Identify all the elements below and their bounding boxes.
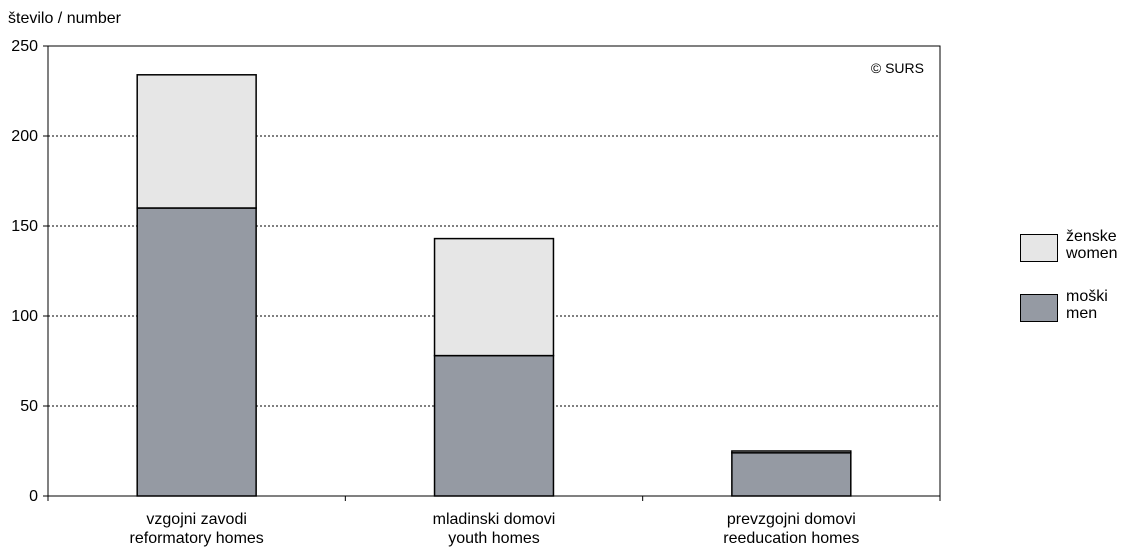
x-tick-label-line: mladinski domovi (433, 511, 556, 528)
y-tick-label: 250 (11, 38, 38, 55)
x-tick-label-line: reformatory homes (130, 530, 264, 547)
x-tick-label-line: vzgojni zavodi (146, 511, 247, 528)
legend-swatch-men (1020, 294, 1058, 322)
x-tick-label-line: prevzgojni domovi (727, 511, 856, 528)
x-tick-label-line: youth homes (448, 530, 540, 547)
copyright-watermark: © SURS (871, 60, 924, 76)
legend-label-men-en: men (1066, 305, 1098, 322)
legend-label-men-sl: moški (1066, 288, 1108, 305)
bar-women (136, 74, 257, 209)
axes: 0 50 100 150 200 250 vzgojni zavodi reformatory… (11, 38, 941, 547)
legend-label-women-sl: ženske (1066, 228, 1117, 245)
y-axis-label: število / number (8, 10, 122, 27)
legend-label-men: moški men (1066, 288, 1108, 322)
bars (136, 74, 852, 497)
y-tick-label: 200 (11, 128, 38, 145)
bar-men (731, 452, 852, 497)
bar-men (136, 207, 257, 497)
legend-label-women-en: women (1066, 245, 1118, 262)
x-tick-label: prevzgojni domovi reeducation homes (723, 511, 859, 547)
bar-women (433, 237, 555, 357)
y-tick-label: 150 (11, 218, 38, 235)
bar-men (433, 354, 555, 497)
bar-women (731, 450, 852, 454)
y-tick-label: 100 (11, 308, 38, 325)
legend-swatch-women (1020, 234, 1058, 262)
x-tick-label: mladinski domovi youth homes (433, 511, 556, 547)
x-tick-label-line: reeducation homes (723, 530, 859, 547)
y-tick-label: 50 (20, 398, 38, 415)
y-tick-label: 0 (29, 488, 38, 505)
x-tick-label: vzgojni zavodi reformatory homes (130, 511, 264, 547)
legend-label-women: ženske women (1066, 228, 1118, 262)
